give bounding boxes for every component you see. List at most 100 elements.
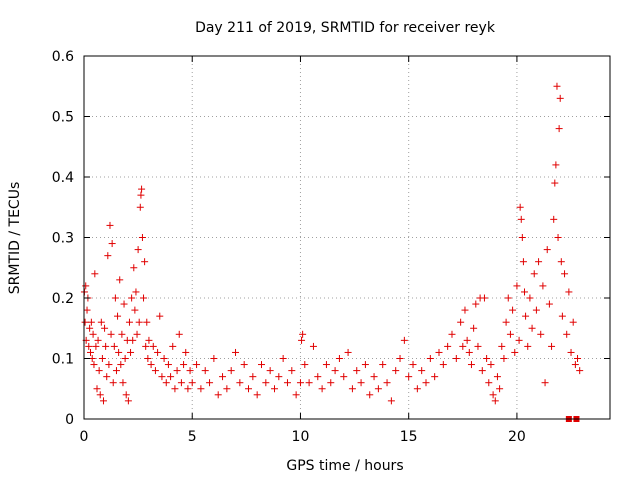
data-point	[563, 330, 571, 338]
data-point	[543, 246, 551, 254]
data-point	[483, 355, 491, 362]
data-point	[83, 306, 91, 314]
data-point	[524, 342, 532, 350]
data-point	[565, 288, 573, 296]
data-point	[392, 367, 400, 375]
data-point	[119, 379, 127, 387]
data-point	[128, 294, 136, 302]
data-point	[175, 330, 183, 338]
data-point	[97, 318, 105, 326]
data-point	[400, 336, 408, 344]
x-tick-label: 10	[292, 429, 310, 445]
data-point	[554, 234, 562, 241]
data-point	[94, 336, 102, 344]
y-tick-label: 0.5	[52, 110, 74, 126]
data-point	[158, 373, 166, 381]
data-point	[154, 348, 162, 356]
data-point	[467, 361, 475, 369]
data-point	[149, 342, 157, 350]
x-tick-label: 5	[188, 429, 197, 445]
data-point	[574, 355, 582, 362]
data-point	[448, 330, 456, 338]
data-point	[167, 373, 175, 381]
data-point	[314, 373, 322, 381]
data-point	[528, 324, 536, 332]
data-point	[89, 330, 97, 338]
data-point	[493, 373, 501, 381]
data-point	[344, 348, 352, 356]
data-point	[553, 82, 561, 90]
data-point	[140, 294, 148, 302]
data-point	[134, 246, 142, 254]
data-point	[557, 258, 565, 266]
data-point	[142, 342, 150, 350]
data-point	[201, 367, 209, 375]
data-point	[491, 397, 499, 405]
data-point	[552, 161, 560, 169]
data-point	[461, 306, 469, 314]
y-tick-label: 0	[65, 412, 74, 428]
data-point	[262, 379, 270, 387]
data-point	[335, 355, 343, 362]
data-point	[164, 361, 172, 369]
x-axis-label: GPS time / hours	[286, 458, 403, 474]
data-point	[474, 342, 482, 350]
data-point	[283, 379, 291, 387]
data-point	[236, 379, 244, 387]
data-point	[130, 264, 138, 272]
data-point	[405, 373, 413, 381]
data-point	[551, 179, 559, 187]
data-point	[86, 324, 94, 332]
data-point	[480, 294, 488, 302]
data-point	[131, 306, 139, 314]
data-point	[361, 361, 369, 369]
data-point	[518, 234, 526, 241]
data-point	[439, 361, 447, 369]
data-point	[121, 355, 129, 362]
y-axis-label: SRMTID / TECUs	[7, 182, 23, 295]
y-tick-label: 0.4	[52, 170, 74, 186]
data-point	[253, 391, 261, 399]
data-point	[515, 336, 523, 344]
data-point	[93, 385, 101, 393]
grid-lines	[84, 56, 610, 419]
y-tick-label: 0.3	[52, 231, 74, 247]
data-point	[478, 367, 486, 375]
data-point	[500, 355, 508, 362]
y-tick-label: 0.1	[52, 352, 74, 368]
data-point	[452, 355, 460, 362]
data-point	[87, 318, 95, 326]
data-point	[160, 355, 168, 362]
data-point	[550, 215, 558, 223]
data-point	[111, 294, 119, 302]
data-point	[357, 379, 365, 387]
data-point	[426, 355, 434, 362]
data-point	[340, 373, 348, 381]
data-point	[435, 348, 443, 356]
data-point	[145, 336, 153, 344]
data-point	[292, 391, 300, 399]
data-point	[353, 367, 361, 375]
data-point	[132, 288, 140, 296]
data-point	[569, 318, 577, 326]
data-point	[169, 342, 177, 350]
data-point	[576, 367, 584, 375]
data-point	[465, 348, 473, 356]
data-point	[422, 379, 430, 387]
data-point	[532, 306, 540, 314]
data-point	[223, 385, 231, 393]
data-point	[240, 361, 248, 369]
data-point	[162, 379, 170, 387]
y-tick-label: 0.2	[52, 291, 74, 307]
data-point	[305, 379, 313, 387]
data-point	[409, 361, 417, 369]
data-point	[413, 385, 421, 393]
data-point	[298, 336, 306, 344]
x-tick-label: 15	[400, 429, 418, 445]
data-point	[173, 367, 181, 375]
data-point	[133, 330, 141, 338]
data-point	[245, 385, 253, 393]
data-point	[115, 348, 123, 356]
data-point	[555, 125, 563, 133]
data-point	[472, 300, 480, 308]
